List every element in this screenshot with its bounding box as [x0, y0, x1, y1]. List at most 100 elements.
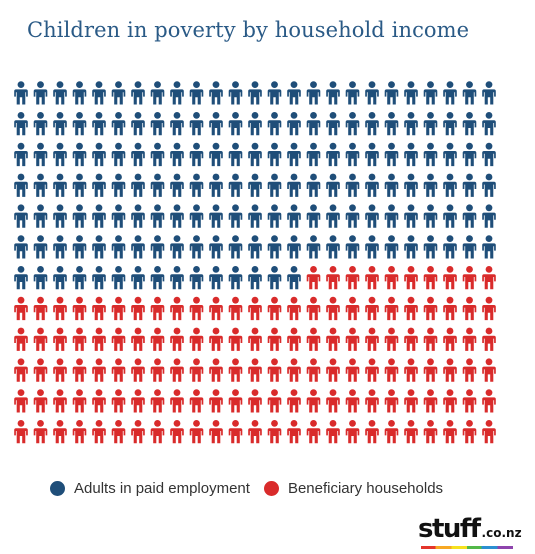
- person-icon-beneficiary: [345, 296, 360, 321]
- person-icon-beneficiary: [248, 327, 262, 351]
- person-icon-employment: [72, 235, 87, 259]
- person-icon-employment: [170, 204, 184, 228]
- person-icon-beneficiary: [404, 420, 418, 444]
- person-icon-beneficiary: [267, 389, 282, 413]
- person-icon-beneficiary: [111, 389, 126, 413]
- chart-title: Children in poverty by household income: [27, 18, 470, 42]
- person-icon-beneficiary: [228, 358, 243, 382]
- person-icon-beneficiary: [443, 327, 457, 351]
- person-icon-employment: [170, 112, 184, 136]
- person-icon-beneficiary: [131, 389, 145, 413]
- person-icon-employment: [404, 112, 418, 136]
- person-icon-employment: [404, 173, 418, 197]
- person-icon-beneficiary: [482, 358, 496, 382]
- person-icon-employment: [170, 235, 184, 259]
- person-icon-beneficiary: [53, 420, 67, 444]
- person-icon-employment: [111, 112, 126, 136]
- person-icon-employment: [150, 81, 165, 105]
- person-icon-employment: [345, 81, 360, 105]
- person-icon-employment: [209, 81, 223, 105]
- person-icon-beneficiary: [365, 358, 379, 382]
- person-icon-beneficiary: [267, 358, 282, 382]
- person-icon-employment: [365, 173, 379, 197]
- person-icon-beneficiary: [150, 296, 165, 321]
- person-icon-employment: [267, 81, 282, 105]
- person-icon-beneficiary: [443, 266, 457, 290]
- person-icon-beneficiary: [443, 296, 457, 321]
- person-icon-beneficiary: [111, 296, 126, 321]
- person-icon-beneficiary: [150, 358, 165, 382]
- person-icon-employment: [33, 112, 48, 136]
- person-icon-employment: [384, 81, 399, 105]
- person-icon-beneficiary: [228, 327, 243, 351]
- person-icon-beneficiary: [443, 420, 457, 444]
- person-icon-beneficiary: [365, 266, 379, 290]
- person-icon-beneficiary: [306, 420, 321, 444]
- person-icon-employment: [33, 81, 48, 105]
- person-icon-employment: [443, 112, 457, 136]
- person-icon-beneficiary: [92, 420, 106, 444]
- person-icon-employment: [189, 173, 204, 197]
- person-icon-employment: [384, 112, 399, 136]
- person-icon-beneficiary: [462, 327, 477, 351]
- person-icon-employment: [92, 81, 106, 105]
- person-icon-employment: [33, 235, 48, 259]
- person-icon-beneficiary: [423, 389, 438, 413]
- person-icon-employment: [170, 81, 184, 105]
- person-icon-employment: [53, 142, 67, 167]
- person-icon-employment: [189, 235, 204, 259]
- person-icon-employment: [209, 112, 223, 136]
- person-icon-beneficiary: [345, 358, 360, 382]
- person-icon-beneficiary: [189, 420, 204, 444]
- person-icon-employment: [170, 142, 184, 167]
- person-icon-beneficiary: [72, 327, 87, 351]
- person-icon-employment: [209, 204, 223, 228]
- person-icon-beneficiary: [189, 327, 204, 351]
- person-icon-employment: [443, 235, 457, 259]
- person-icon-employment: [326, 142, 340, 167]
- person-icon-employment: [150, 142, 165, 167]
- person-icon-employment: [482, 204, 496, 228]
- person-icon-employment: [92, 142, 106, 167]
- person-icon-employment: [365, 81, 379, 105]
- person-icon-employment: [131, 81, 145, 105]
- person-icon-beneficiary: [72, 358, 87, 382]
- person-icon-employment: [53, 266, 67, 290]
- person-icon-beneficiary: [287, 389, 301, 413]
- person-icon-employment: [14, 173, 28, 197]
- person-icon-employment: [345, 142, 360, 167]
- person-icon-beneficiary: [462, 389, 477, 413]
- person-icon-beneficiary: [267, 296, 282, 321]
- person-icon-employment: [365, 112, 379, 136]
- person-icon-beneficiary: [345, 420, 360, 444]
- person-icon-beneficiary: [267, 420, 282, 444]
- person-icon-employment: [267, 235, 282, 259]
- person-icon-beneficiary: [131, 358, 145, 382]
- person-icon-beneficiary: [287, 358, 301, 382]
- person-icon-employment: [326, 235, 340, 259]
- person-icon-beneficiary: [53, 358, 67, 382]
- person-icon-employment: [53, 204, 67, 228]
- logo-domain: .co.nz: [481, 526, 522, 540]
- person-icon-employment: [365, 235, 379, 259]
- person-icon-beneficiary: [92, 389, 106, 413]
- person-icon-beneficiary: [111, 327, 126, 351]
- person-icon-beneficiary: [462, 420, 477, 444]
- person-icon-beneficiary: [404, 296, 418, 321]
- person-icon-beneficiary: [287, 327, 301, 351]
- person-icon-employment: [111, 235, 126, 259]
- person-icon-employment: [248, 173, 262, 197]
- person-icon-employment: [228, 204, 243, 228]
- person-icon-employment: [267, 204, 282, 228]
- person-icon-employment: [404, 81, 418, 105]
- person-icon-beneficiary: [443, 358, 457, 382]
- person-icon-beneficiary: [14, 389, 28, 413]
- person-icon-employment: [72, 266, 87, 290]
- person-icon-employment: [131, 204, 145, 228]
- person-icon-beneficiary: [228, 420, 243, 444]
- person-icon-beneficiary: [423, 420, 438, 444]
- person-icon-beneficiary: [345, 327, 360, 351]
- person-icon-employment: [482, 112, 496, 136]
- person-icon-employment: [306, 112, 321, 136]
- person-icon-employment: [462, 173, 477, 197]
